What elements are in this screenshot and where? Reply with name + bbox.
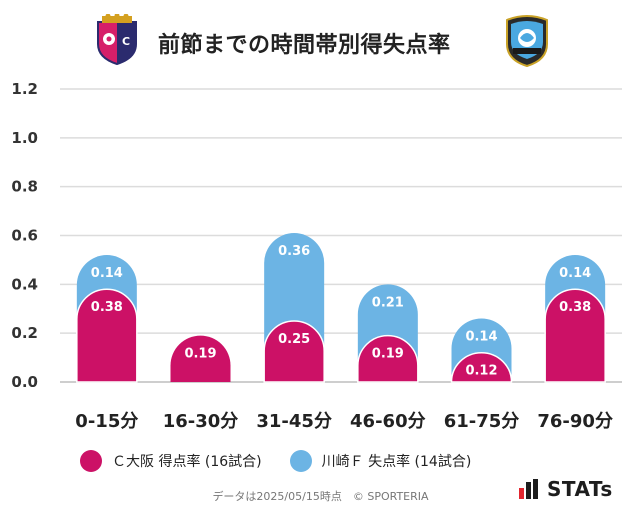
grid-layer: 1.2 1.0 0.8 0.6 0.4 0.2 0.0 bbox=[11, 80, 622, 391]
x-tick-label: 61-75分 bbox=[444, 411, 520, 432]
x-tick-label: 0-15分 bbox=[75, 411, 138, 432]
stats-wordmark: STATs bbox=[547, 477, 613, 501]
chart-header: C 前節までの時間帯別得失点率 bbox=[0, 0, 641, 80]
bar-chart: 1.21.00.80.60.40.20.0 0.380.140-15分0.191… bbox=[11, 80, 622, 432]
chart-title: 前節までの時間帯別得失点率 bbox=[158, 33, 451, 58]
data-label-cerezo: 0.12 bbox=[465, 364, 497, 379]
y-tick-label: 1.0 bbox=[11, 129, 38, 147]
data-label-kawasaki: 0.21 bbox=[372, 295, 404, 310]
data-label-cerezo: 0.38 bbox=[91, 300, 123, 315]
bar-cerezo-scoring bbox=[450, 352, 513, 383]
x-tick-label: 76-90分 bbox=[537, 411, 613, 432]
data-label-cerezo: 0.19 bbox=[184, 347, 216, 362]
bar-cerezo-scoring bbox=[76, 288, 138, 383]
data-label-cerezo: 0.25 bbox=[278, 332, 310, 347]
data-label-kawasaki: 0.14 bbox=[559, 266, 591, 281]
label-layer: 0.38 0.14 0-15分 0.19 16-30分 0.25 0.36 31-45分 0.1… bbox=[75, 244, 613, 432]
x-tick-label: 16-30分 bbox=[163, 411, 239, 432]
data-label-kawasaki: 0.14 bbox=[465, 330, 497, 345]
data-label-cerezo: 0.19 bbox=[372, 347, 404, 362]
legend-label: 川崎Ｆ 失点率 (14試合) bbox=[321, 454, 472, 470]
data-source-note: データは2025/05/15時点 © SPORTERIA bbox=[212, 490, 429, 503]
kawasaki-frontale-crest-icon bbox=[506, 15, 548, 68]
x-tick-label: 46-60分 bbox=[350, 411, 426, 432]
data-label-kawasaki: 0.14 bbox=[91, 266, 123, 281]
bar-cerezo-scoring bbox=[544, 288, 606, 383]
stats-bars-icon bbox=[519, 479, 538, 499]
bar-cerezo-scoring bbox=[170, 335, 231, 382]
y-tick-label: 0.4 bbox=[11, 275, 38, 293]
y-tick-label: 0.8 bbox=[11, 178, 38, 196]
bar-cerezo-scoring bbox=[263, 320, 325, 383]
data-label-kawasaki: 0.36 bbox=[278, 244, 310, 259]
stats-brand: STATs bbox=[519, 477, 613, 501]
y-tick-label: 0.0 bbox=[11, 373, 38, 391]
legend-item-kawasaki-conceding: 川崎Ｆ 失点率 (14試合) bbox=[289, 450, 472, 472]
y-tick-label: 1.2 bbox=[11, 80, 38, 98]
svg-text:C: C bbox=[122, 35, 130, 48]
bar-cerezo-scoring bbox=[357, 334, 419, 383]
chart-legend: Ｃ大阪 得点率 (16試合) 川崎Ｆ 失点率 (14試合) bbox=[80, 448, 471, 474]
legend-swatch-magenta bbox=[80, 450, 102, 472]
legend-swatch-blue bbox=[289, 450, 312, 472]
y-tick-label: 0.2 bbox=[11, 324, 38, 342]
legend-item-cerezo-scoring: Ｃ大阪 得点率 (16試合) bbox=[80, 450, 262, 472]
y-tick-label: 0.6 bbox=[11, 227, 38, 245]
cerezo-osaka-crest-icon: C bbox=[97, 14, 137, 66]
x-tick-label: 31-45分 bbox=[256, 411, 332, 432]
data-label-cerezo: 0.38 bbox=[559, 300, 591, 315]
legend-label: Ｃ大阪 得点率 (16試合) bbox=[112, 454, 262, 470]
bar-layer bbox=[76, 233, 606, 383]
